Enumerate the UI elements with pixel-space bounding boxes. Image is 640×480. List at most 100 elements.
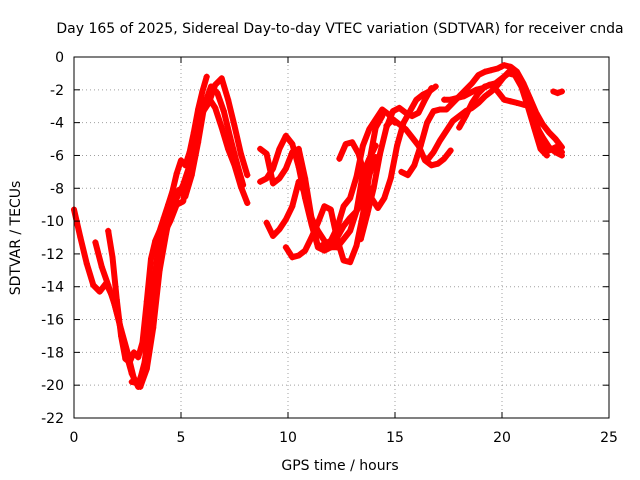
data-point [539,140,546,147]
data-point [436,106,443,113]
data-point [289,149,296,156]
data-point [370,185,377,192]
data-point [513,99,520,106]
data-point [139,339,146,346]
data-point [409,134,416,141]
data-point [270,232,277,239]
data-point [156,227,163,234]
data-series [71,62,565,390]
data-point [148,255,155,262]
data-point [364,211,371,218]
data-point [143,298,150,305]
data-point [520,101,527,108]
data-point [257,178,264,185]
data-point [225,145,232,152]
data-point [533,119,540,126]
data-point [289,140,296,147]
data-point [240,181,247,188]
data-point [413,96,420,103]
data-point [441,155,448,162]
data-point [454,95,461,102]
x-tick-label: 20 [493,430,511,446]
data-point [499,75,505,82]
data-point [340,257,347,264]
data-point [404,172,411,179]
data-point [409,113,416,120]
data-point [244,172,251,179]
data-point [349,139,356,146]
data-point [475,90,482,97]
data-point [212,104,219,111]
data-point [321,247,328,254]
data-point [430,108,437,115]
data-point [449,117,456,124]
y-tick-label: -16 [41,313,64,329]
data-point [456,113,463,120]
data-point [302,190,309,197]
data-point [180,198,187,205]
data-point [205,99,212,106]
data-point [469,99,476,106]
data-point [554,90,561,97]
data-point [263,175,270,182]
data-point [227,134,234,141]
axis-ticks: 0 5 10 15 20 25 0 -2 -4 -6 -8 -10 -12 -14 -16 -18 -20 -22 [41,50,618,446]
data-point [430,149,437,156]
data-point [308,214,315,221]
data-point [295,252,302,259]
data-point [353,242,360,249]
gridlines [74,57,609,418]
data-point [289,254,296,261]
data-point [118,332,125,339]
data-point [383,122,390,129]
data-point [98,264,105,271]
x-tick-label: 0 [70,430,79,446]
data-point [167,218,174,225]
series-trace [263,142,379,251]
data-point [135,380,142,387]
data-point [160,214,167,221]
data-point [308,234,315,241]
data-point [501,62,508,69]
data-point [481,68,488,75]
data-point [105,227,112,234]
series-trace [357,85,435,243]
data-point [466,90,473,97]
data-point [443,127,450,134]
data-point [372,116,379,123]
data-point [199,109,206,116]
data-point [282,244,289,251]
data-point [355,150,362,157]
data-point [505,70,512,77]
data-point [314,219,321,226]
series-trace [398,62,565,179]
y-tick-label: -8 [50,181,64,197]
data-point [507,98,514,105]
data-point [396,121,403,128]
data-point [398,168,405,175]
x-tick-label: 5 [177,430,186,446]
y-tick-label: -10 [41,214,64,230]
data-point [321,237,328,244]
data-point [366,126,373,133]
data-point [218,124,225,131]
data-point [218,75,225,82]
data-point [302,247,309,254]
data-point [173,170,180,177]
data-point [295,145,302,152]
y-tick-label: -22 [41,411,64,427]
data-point [417,142,424,149]
data-point [526,103,533,110]
data-point [225,96,232,103]
data-point [141,364,148,371]
data-point [481,83,488,90]
data-point [90,282,97,289]
y-tick-label: -14 [41,280,64,296]
data-point [96,288,103,295]
data-point [336,155,343,162]
data-point [77,234,84,241]
data-point [462,86,469,93]
data-point [154,264,161,271]
y-tick-label: -20 [41,378,64,394]
